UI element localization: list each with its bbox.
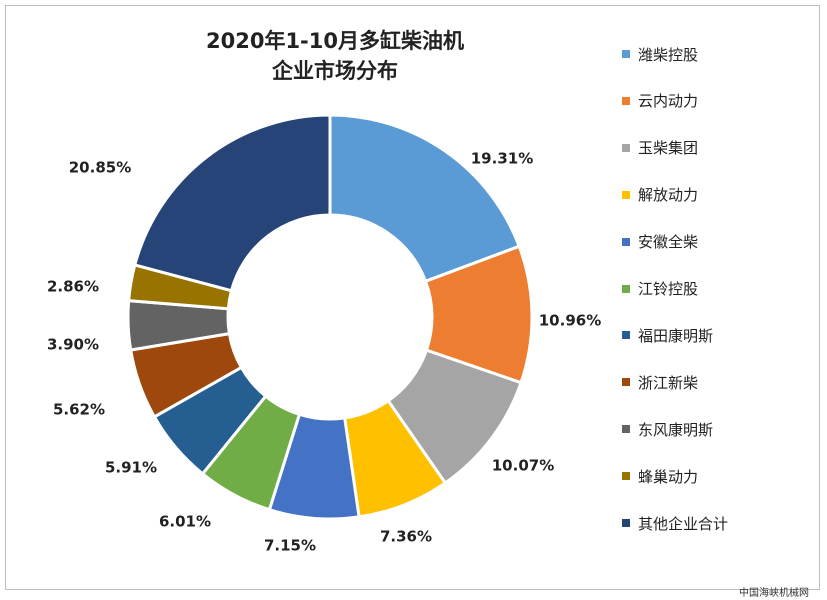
data-label-2: 10.96% <box>539 312 601 330</box>
legend-swatch-8 <box>622 378 630 387</box>
chart-title: 2020年1-10月多缸柴油机 企业市场分布 <box>170 26 500 86</box>
legend-label-1: 潍柴控股 <box>638 45 699 64</box>
data-label-10: 2.86% <box>47 278 99 296</box>
donut-slice-1 <box>328 113 522 284</box>
data-label-11: 20.85% <box>69 159 131 177</box>
legend-label-5: 安徽全柴 <box>638 233 699 252</box>
legend-item-3: 玉柴集团 <box>622 135 698 161</box>
data-label-4: 7.36% <box>380 528 432 546</box>
legend-label-10: 蜂巢动力 <box>638 467 699 486</box>
chart-title-line-1: 2020年1-10月多缸柴油机 <box>206 29 464 53</box>
data-label-9: 3.90% <box>47 336 99 354</box>
legend-label-7: 福田康明斯 <box>638 326 714 345</box>
legend-item-11: 其他企业合计 <box>622 510 728 536</box>
donut-slice-11 <box>132 113 332 293</box>
legend-swatch-3 <box>622 143 630 152</box>
legend-label-9: 东风康明斯 <box>638 420 714 439</box>
legend-item-1: 潍柴控股 <box>622 41 698 67</box>
legend-swatch-6 <box>622 284 630 293</box>
data-label-5: 7.15% <box>264 537 316 555</box>
legend-label-11: 其他企业合计 <box>638 514 729 533</box>
legend-label-8: 浙江新柴 <box>638 373 699 392</box>
legend-swatch-4 <box>622 190 630 199</box>
legend-item-9: 东风康明斯 <box>622 416 713 442</box>
data-label-8: 5.62% <box>53 401 105 419</box>
legend-item-4: 解放动力 <box>622 182 698 208</box>
legend-item-6: 江铃控股 <box>622 276 698 302</box>
legend-label-6: 江铃控股 <box>638 280 699 298</box>
data-label-3: 10.07% <box>492 457 554 475</box>
data-label-7: 5.91% <box>105 459 157 477</box>
legend-swatch-7 <box>622 331 630 340</box>
data-label-1: 19.31% <box>471 150 533 168</box>
chart-title-line-2: 企业市场分布 <box>272 59 398 83</box>
legend-swatch-9 <box>622 425 630 434</box>
legend-item-2: 云内动力 <box>622 88 698 114</box>
legend-item-7: 福田康明斯 <box>622 322 713 348</box>
watermark-text: 中国海峡机械网 <box>739 588 809 599</box>
legend-label-3: 玉柴集团 <box>638 139 699 158</box>
legend-label-4: 解放动力 <box>638 186 699 205</box>
legend-swatch-2 <box>622 96 630 105</box>
legend-item-8: 浙江新柴 <box>622 369 698 395</box>
legend-swatch-5 <box>622 237 630 246</box>
legend-swatch-1 <box>622 50 630 58</box>
data-label-6: 6.01% <box>159 513 211 531</box>
legend-item-10: 蜂巢动力 <box>622 463 698 489</box>
legend-item-5: 安徽全柴 <box>622 229 698 255</box>
legend-label-2: 云内动力 <box>638 92 699 111</box>
legend-swatch-11 <box>622 519 630 527</box>
legend-swatch-10 <box>622 472 630 481</box>
